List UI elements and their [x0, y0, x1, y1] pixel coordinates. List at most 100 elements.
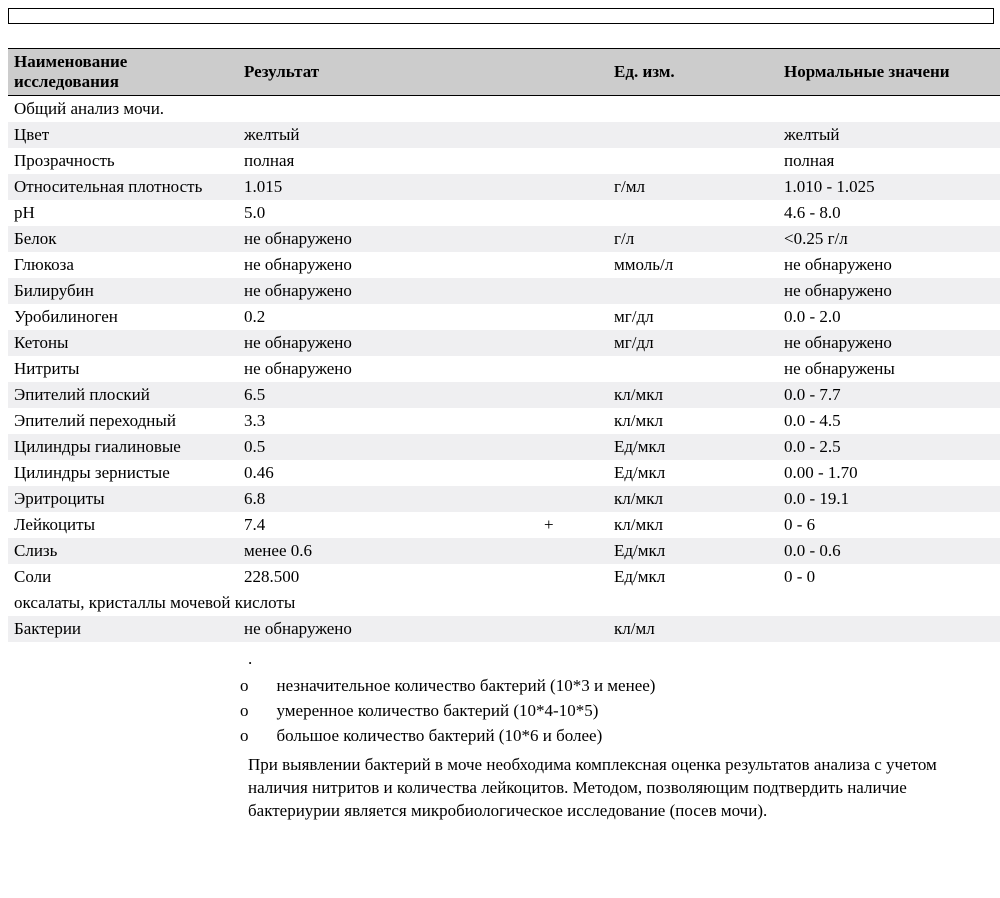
cell-flag: + — [538, 512, 608, 538]
legend-dot: . — [248, 648, 980, 675]
cell-name: Относительная плотность — [8, 174, 238, 200]
table-row: Цилиндры зернистые0.46 Ед/мкл0.00 - 1.70 — [8, 460, 1000, 486]
cell-unit: мг/дл — [608, 304, 778, 330]
cell-name: Слизь — [8, 538, 238, 564]
cell-result: 1.015 — [238, 174, 538, 200]
cell-result: не обнаружено — [238, 616, 538, 642]
cell-flag — [538, 382, 608, 408]
cell-name: Цилиндры гиалиновые — [8, 434, 238, 460]
cell-result: полная — [238, 148, 538, 174]
legend-bullet: o — [254, 675, 268, 698]
legend-paragraph: При выявлении бактерий в моче необходима… — [248, 750, 980, 823]
cell-unit: г/мл — [608, 174, 778, 200]
cell-name: Бактерии — [8, 616, 238, 642]
header-unit: Ед. изм. — [608, 49, 778, 96]
cell-unit: ммоль/л — [608, 252, 778, 278]
cell-flag — [538, 304, 608, 330]
table-body: Общий анализ мочи. ЦветжелтыйжелтыйПрозр… — [8, 96, 1000, 643]
cell-normal — [778, 616, 1000, 642]
cell-result: 5.0 — [238, 200, 538, 226]
cell-name: Эпителий переходный — [8, 408, 238, 434]
cell-flag — [538, 330, 608, 356]
section-title-row: Общий анализ мочи. — [8, 96, 1000, 123]
cell-flag — [538, 148, 608, 174]
cell-name: Цилиндры зернистые — [8, 460, 238, 486]
table-row: Прозрачностьполнаяполная — [8, 148, 1000, 174]
cell-result: желтый — [238, 122, 538, 148]
cell-result: не обнаружено — [238, 356, 538, 382]
cell-unit — [608, 356, 778, 382]
legend-text: незначительное количество бактерий (10*3… — [268, 676, 655, 695]
table-row: Эпителий плоский6.5кл/мкл0.0 - 7.7 — [8, 382, 1000, 408]
cell-name: Лейкоциты — [8, 512, 238, 538]
cell-normal: 0.00 - 1.70 — [778, 460, 1000, 486]
table-row: Кетоныне обнаруженомг/длне обнаружено — [8, 330, 1000, 356]
cell-result: 6.5 — [238, 382, 538, 408]
table-header: Наименование исследования Результат Ед. … — [8, 49, 1000, 96]
salt-note: оксалаты, кристаллы мочевой кислоты — [8, 590, 1000, 616]
table-row: Цветжелтыйжелтый — [8, 122, 1000, 148]
cell-name: Прозрачность — [8, 148, 238, 174]
lab-results-table: Наименование исследования Результат Ед. … — [8, 48, 1000, 642]
table-row: Глюкозане обнаруженоммоль/лне обнаружено — [8, 252, 1000, 278]
cell-result: менее 0.6 — [238, 538, 538, 564]
legend-text: большое количество бактерий (10*6 и боле… — [268, 726, 602, 745]
cell-name: Соли — [8, 564, 238, 590]
cell-normal: 4.6 - 8.0 — [778, 200, 1000, 226]
table-row: Лейкоциты7.4+кл/мкл0 - 6 — [8, 512, 1000, 538]
cell-result: 0.5 — [238, 434, 538, 460]
cell-flag — [538, 226, 608, 252]
table-row: Белокне обнаруженог/л<0.25 г/л — [8, 226, 1000, 252]
section-title: Общий анализ мочи. — [8, 96, 1000, 123]
cell-normal: 1.010 - 1.025 — [778, 174, 1000, 200]
header-normal: Нормальные значени — [778, 49, 1000, 96]
legend-item: o умеренное количество бактерий (10*4-10… — [248, 700, 980, 725]
cell-unit: кл/мкл — [608, 486, 778, 512]
cell-name: pH — [8, 200, 238, 226]
cell-name: Билирубин — [8, 278, 238, 304]
cell-normal: полная — [778, 148, 1000, 174]
cell-unit — [608, 200, 778, 226]
cell-flag — [538, 408, 608, 434]
cell-name: Глюкоза — [8, 252, 238, 278]
cell-normal: 0.0 - 7.7 — [778, 382, 1000, 408]
cell-normal: 0.0 - 4.5 — [778, 408, 1000, 434]
cell-unit: мг/дл — [608, 330, 778, 356]
cell-normal: 0 - 0 — [778, 564, 1000, 590]
cell-result: 228.500 — [238, 564, 538, 590]
cell-normal: 0 - 6 — [778, 512, 1000, 538]
cell-unit — [608, 148, 778, 174]
top-empty-box — [8, 8, 994, 24]
table-row: Бактериине обнаруженокл/мл — [8, 616, 1000, 642]
cell-flag — [538, 252, 608, 278]
salt-note-row: оксалаты, кристаллы мочевой кислоты — [8, 590, 1000, 616]
table-row: Уробилиноген0.2мг/дл0.0 - 2.0 — [8, 304, 1000, 330]
cell-unit: Ед/мкл — [608, 460, 778, 486]
cell-result: 7.4 — [238, 512, 538, 538]
cell-normal: 0.0 - 19.1 — [778, 486, 1000, 512]
cell-result: 0.46 — [238, 460, 538, 486]
cell-name: Эритроциты — [8, 486, 238, 512]
legend-item: o незначительное количество бактерий (10… — [248, 675, 980, 700]
cell-flag — [538, 122, 608, 148]
table-row: Билирубинне обнаруженоне обнаружено — [8, 278, 1000, 304]
cell-flag — [538, 174, 608, 200]
legend-bullet: o — [254, 700, 268, 723]
cell-unit: кл/мкл — [608, 408, 778, 434]
cell-name: Белок — [8, 226, 238, 252]
cell-flag — [538, 200, 608, 226]
cell-flag — [538, 616, 608, 642]
cell-name: Эпителий плоский — [8, 382, 238, 408]
cell-name: Цвет — [8, 122, 238, 148]
report-page: Наименование исследования Результат Ед. … — [0, 0, 1000, 823]
cell-name: Нитриты — [8, 356, 238, 382]
cell-result: не обнаружено — [238, 278, 538, 304]
cell-unit — [608, 278, 778, 304]
cell-flag — [538, 486, 608, 512]
cell-unit: кл/мкл — [608, 512, 778, 538]
cell-name: Уробилиноген — [8, 304, 238, 330]
cell-normal: не обнаружены — [778, 356, 1000, 382]
cell-normal: не обнаружено — [778, 330, 1000, 356]
header-name: Наименование исследования — [8, 49, 238, 96]
table-row: Слизьменее 0.6Ед/мкл0.0 - 0.6 — [8, 538, 1000, 564]
